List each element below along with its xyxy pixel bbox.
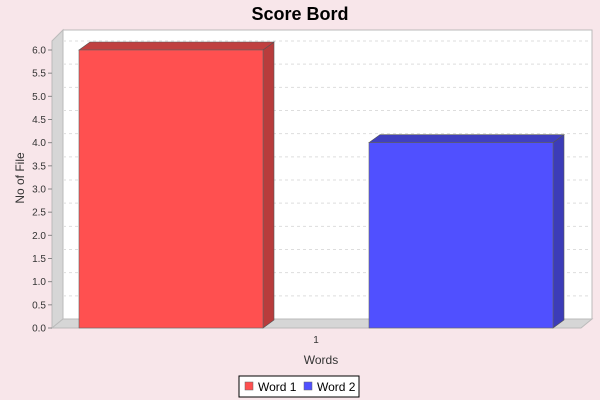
y-tick-label: 1.0 bbox=[32, 277, 46, 288]
y-tick-label: 5.5 bbox=[32, 69, 46, 80]
plot-left-wall bbox=[51, 28, 64, 330]
legend-label: Word 2 bbox=[317, 380, 356, 394]
bar-word-2 bbox=[368, 134, 565, 329]
y-tick-label: 4.5 bbox=[32, 115, 46, 126]
y-tick-label: 1.5 bbox=[32, 254, 46, 265]
y-tick-label: 4.0 bbox=[32, 138, 46, 149]
y-axis-label: No of File bbox=[13, 152, 27, 204]
legend-swatch bbox=[244, 381, 254, 391]
bar-side bbox=[262, 41, 275, 329]
y-tick-label: 6.0 bbox=[32, 46, 46, 57]
bar-top bbox=[78, 41, 275, 51]
x-tick-label: 1 bbox=[313, 335, 319, 346]
bar-word-1 bbox=[78, 41, 275, 329]
y-tick-label: 2.5 bbox=[32, 208, 46, 219]
y-tick-label: 3.5 bbox=[32, 161, 46, 172]
y-tick-label: 2.0 bbox=[32, 231, 46, 242]
y-tick-label: 0.5 bbox=[32, 300, 46, 311]
legend: Word 1 Word 2 bbox=[238, 375, 360, 398]
bar-side bbox=[552, 134, 565, 329]
y-tick-label: 3.0 bbox=[32, 185, 46, 196]
x-axis-ticks: 1 bbox=[313, 335, 319, 346]
bars bbox=[78, 41, 565, 329]
chart-title: Score Bord bbox=[251, 4, 348, 24]
x-axis-label: Words bbox=[304, 353, 338, 367]
y-tick-label: 0.0 bbox=[32, 324, 46, 335]
bar-front bbox=[78, 49, 264, 329]
legend-swatch bbox=[303, 381, 313, 391]
legend-box bbox=[238, 375, 360, 398]
bar-top bbox=[368, 134, 565, 143]
legend-label: Word 1 bbox=[258, 380, 297, 394]
bar-front bbox=[368, 142, 554, 329]
y-tick-label: 5.0 bbox=[32, 92, 46, 103]
